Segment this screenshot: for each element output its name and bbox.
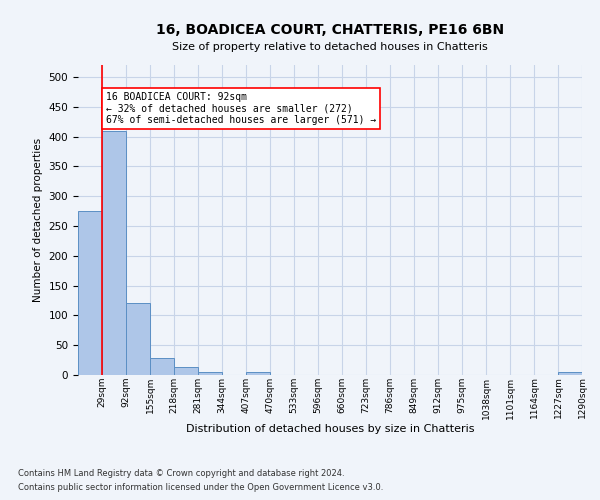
Text: 16 BOADICEA COURT: 92sqm
← 32% of detached houses are smaller (272)
67% of semi-: 16 BOADICEA COURT: 92sqm ← 32% of detach… — [106, 92, 376, 125]
Bar — [174, 366, 198, 375]
Y-axis label: Number of detached properties: Number of detached properties — [33, 138, 43, 302]
Bar — [150, 358, 174, 375]
Text: Contains HM Land Registry data © Crown copyright and database right 2024.: Contains HM Land Registry data © Crown c… — [18, 469, 344, 478]
Bar — [78, 211, 102, 375]
Bar — [558, 372, 582, 375]
Bar — [198, 372, 222, 375]
Bar — [126, 304, 150, 375]
X-axis label: Distribution of detached houses by size in Chatteris: Distribution of detached houses by size … — [186, 424, 474, 434]
Text: Contains public sector information licensed under the Open Government Licence v3: Contains public sector information licen… — [18, 483, 383, 492]
Text: Size of property relative to detached houses in Chatteris: Size of property relative to detached ho… — [172, 42, 488, 52]
Text: 16, BOADICEA COURT, CHATTERIS, PE16 6BN: 16, BOADICEA COURT, CHATTERIS, PE16 6BN — [156, 22, 504, 36]
Bar — [246, 372, 270, 375]
Bar — [102, 130, 126, 375]
